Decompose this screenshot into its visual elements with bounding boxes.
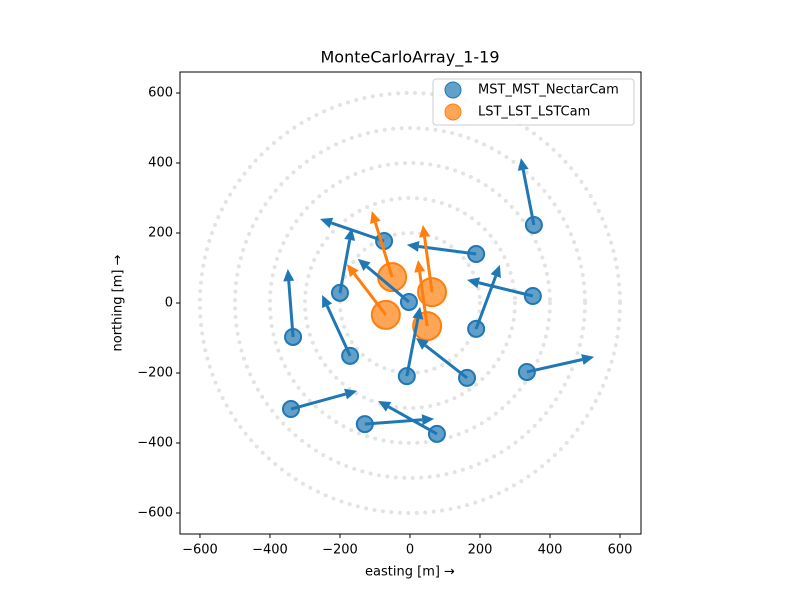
arrow-head [370, 210, 381, 225]
arrow [517, 158, 536, 226]
arrow [405, 306, 424, 377]
arrow-head [344, 228, 356, 241]
x-tick-label: −600 [182, 543, 218, 558]
arrow [415, 338, 468, 380]
arrow-head [406, 241, 420, 252]
arrow [283, 269, 295, 338]
arrow-head [357, 258, 371, 271]
y-tick-label: −200 [137, 366, 173, 381]
y-tick-label: 200 [148, 226, 173, 241]
chart-title: MonteCarloArray_1-19 [320, 48, 499, 68]
arrow-head [322, 294, 333, 309]
legend-label: LST_LST_LSTCam [478, 105, 590, 120]
arrow-shaft [424, 344, 468, 380]
arrow-shaft [418, 244, 477, 256]
ring [267, 161, 552, 445]
arrow [338, 228, 356, 294]
arrow [370, 210, 394, 278]
arrow-shaft [366, 265, 410, 304]
arrow [467, 277, 534, 298]
legend-label: MST_MST_NectarCam [478, 83, 619, 98]
arrow [526, 354, 595, 374]
arrow [474, 264, 501, 330]
arrow-head [412, 306, 424, 320]
arrow-shaft [526, 358, 583, 374]
ring [232, 126, 587, 480]
ring [302, 196, 517, 410]
x-tick-label: 0 [406, 543, 414, 558]
arrow-shaft [474, 275, 498, 330]
arrow-shaft [287, 280, 295, 338]
legend-marker [444, 103, 462, 121]
x-tick-label: 400 [538, 543, 563, 558]
y-tick-label: −400 [137, 436, 173, 451]
x-tick-label: 200 [468, 543, 493, 558]
x-tick-label: −400 [252, 543, 288, 558]
legend-marker [444, 81, 462, 99]
arrow-shaft [290, 392, 346, 411]
arrow-head [421, 414, 435, 426]
arrow [320, 217, 385, 243]
arrow-shaft [338, 239, 352, 294]
arrow-head [517, 158, 529, 171]
arrow-shaft [325, 305, 352, 357]
arrow-head [490, 264, 501, 279]
y-tick-label: 600 [148, 86, 173, 101]
arrow [357, 258, 410, 304]
x-axis-label: easting [m] → [365, 565, 455, 580]
legend-box [432, 78, 635, 126]
y-tick-label: −600 [137, 506, 173, 521]
arrow [378, 401, 438, 436]
x-tick-label: 600 [608, 543, 633, 558]
arrow-head [378, 401, 392, 412]
arrow-head [320, 217, 334, 229]
arrow-shaft [418, 271, 429, 327]
arrow [290, 388, 358, 411]
arrow-shaft [405, 318, 420, 377]
arrow-head [419, 224, 430, 238]
arrow-head [344, 388, 358, 400]
arrow [406, 241, 477, 256]
arrow-shaft [387, 405, 438, 436]
y-tick-label: 400 [148, 156, 173, 171]
arrow-shaft [353, 272, 388, 316]
arrow-shaft [478, 281, 534, 298]
arrow-head [467, 277, 480, 289]
x-tick-label: −200 [322, 543, 358, 558]
arrow-head [581, 354, 595, 365]
arrow [322, 294, 352, 357]
arrow [414, 259, 429, 327]
arrow-head [283, 269, 295, 282]
arrow-shaft [330, 221, 385, 243]
arrow-shaft [423, 236, 434, 293]
arrow-shaft [373, 221, 394, 278]
ring [197, 91, 622, 515]
arrow-shaft [521, 169, 536, 226]
arrow-head [415, 338, 429, 350]
y-tick-label: 0 [165, 296, 173, 311]
y-axis-label: northing [m] → [111, 254, 126, 351]
arrow-head [414, 259, 426, 273]
arrow-head [346, 264, 359, 278]
arrow [419, 224, 434, 293]
legend: MST_MST_NectarCam LST_LST_LSTCam [432, 78, 635, 126]
arrow [346, 264, 388, 316]
